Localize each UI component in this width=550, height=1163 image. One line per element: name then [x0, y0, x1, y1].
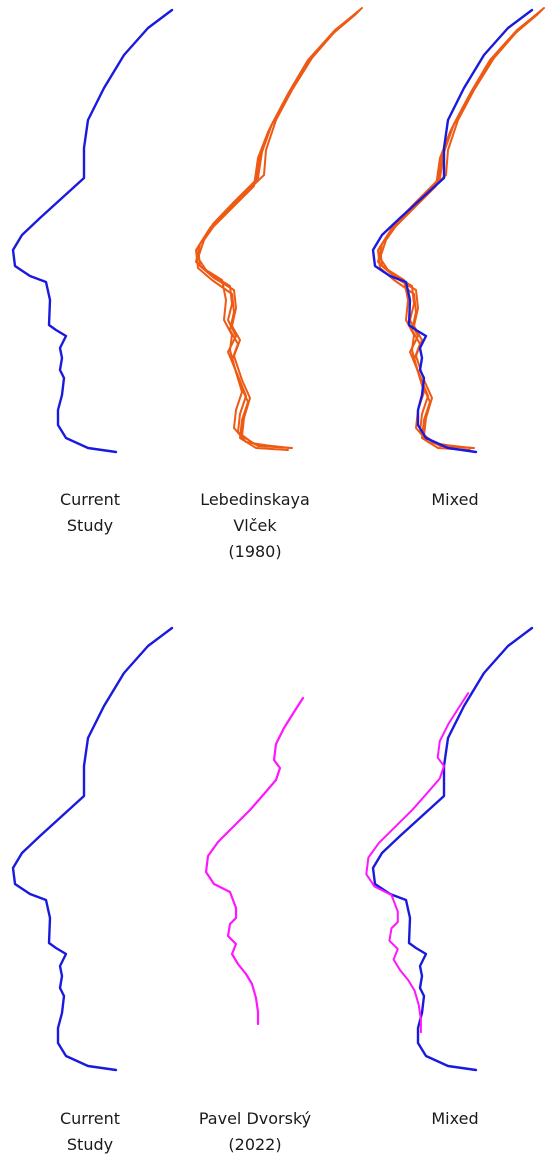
- label-mixed-row1: Mixed: [385, 487, 525, 513]
- lebedinskaya-profile-3: [197, 11, 359, 449]
- label-line: Current: [59, 490, 121, 509]
- mixed-lebedinskaya-profile-4: [377, 13, 539, 451]
- current-study-profile: [11, 8, 174, 454]
- label-line: Vlček: [233, 516, 277, 535]
- label-line: Mixed: [431, 490, 479, 509]
- label-line: Study: [66, 516, 114, 535]
- mixed-lebedinskaya-profile-3: [379, 11, 541, 449]
- label-line: Current: [59, 1109, 121, 1128]
- mixed-lebedinskaya-profile-1: [379, 7, 545, 447]
- lebedinskaya-profile-4: [195, 13, 357, 451]
- lebedinskaya-profile-2: [195, 9, 361, 449]
- label-current-study-row2: Current Study: [20, 1106, 160, 1158]
- current-study-profile-row2: [11, 626, 174, 1072]
- row-dvorsky-comparison: [11, 626, 534, 1072]
- dvorsky-profile: [204, 696, 305, 1026]
- label-line: (2022): [228, 1135, 282, 1154]
- mixed-dvorsky-profile: [365, 692, 470, 1034]
- label-mixed-row2: Mixed: [385, 1106, 525, 1132]
- label-dvorsky: Pavel Dvorský (2022): [170, 1106, 340, 1158]
- label-line: Mixed: [431, 1109, 479, 1128]
- mixed-current-study-profile: [371, 8, 534, 454]
- label-lebedinskaya: Lebedinskaya Vlček (1980): [175, 487, 335, 565]
- label-line: Pavel Dvorský: [198, 1109, 312, 1128]
- lebedinskaya-profile-1: [197, 7, 363, 447]
- label-line: Study: [66, 1135, 114, 1154]
- label-line: Lebedinskaya: [200, 490, 310, 509]
- row-lebedinskaya-comparison: [11, 7, 545, 454]
- label-current-study-row1: Current Study: [20, 487, 160, 539]
- mixed-current-study-profile-row2: [371, 626, 534, 1072]
- label-line: (1980): [228, 542, 282, 561]
- mixed-lebedinskaya-profile-2: [377, 9, 543, 449]
